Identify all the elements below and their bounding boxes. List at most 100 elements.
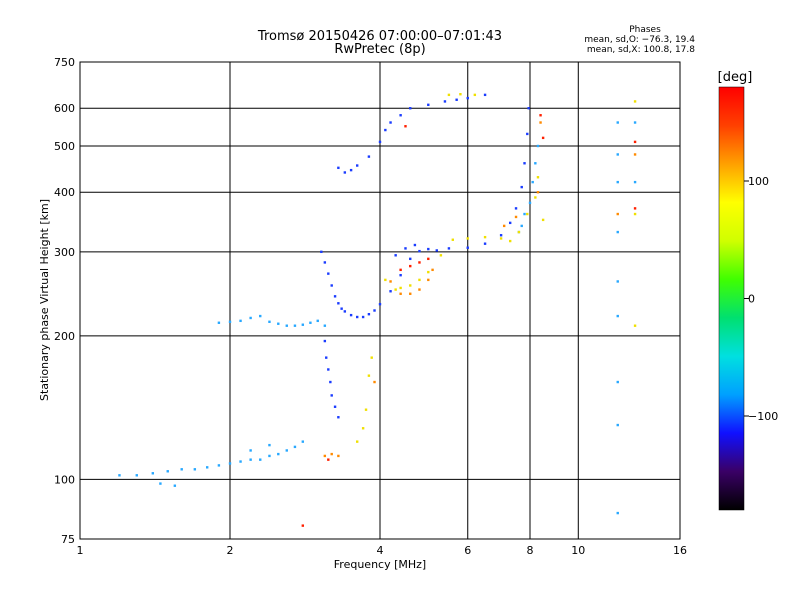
data-point <box>384 128 387 132</box>
x-tick-label: 8 <box>527 544 534 557</box>
data-point <box>239 460 242 463</box>
colorbar-label: [deg] <box>718 70 753 85</box>
data-point <box>309 321 312 324</box>
data-point <box>361 315 365 319</box>
data-point <box>502 224 506 228</box>
data-points <box>118 93 637 527</box>
data-point <box>378 302 382 306</box>
data-point <box>520 185 523 189</box>
data-point <box>427 257 430 261</box>
data-point <box>455 98 458 101</box>
data-point <box>333 405 337 408</box>
data-point <box>531 180 534 184</box>
data-point <box>633 212 637 216</box>
data-point <box>499 234 503 237</box>
data-point <box>616 230 619 234</box>
data-point <box>616 423 619 427</box>
data-point <box>367 312 371 316</box>
data-point <box>409 284 412 287</box>
data-point <box>355 440 359 443</box>
data-point <box>539 121 542 124</box>
data-point <box>249 316 252 320</box>
data-point <box>413 243 417 247</box>
x-tick-label: 4 <box>377 544 384 557</box>
data-point <box>526 132 529 136</box>
data-point <box>616 280 619 283</box>
data-point <box>399 114 402 117</box>
data-point <box>508 239 512 243</box>
data-point <box>427 247 430 251</box>
data-point <box>427 278 430 282</box>
data-point <box>633 180 637 184</box>
y-tick-label: 75 <box>61 533 75 546</box>
data-point <box>459 93 462 96</box>
data-point <box>228 462 232 465</box>
data-point <box>616 180 619 184</box>
data-point <box>361 427 365 430</box>
data-point <box>633 140 637 144</box>
data-point <box>173 484 177 487</box>
data-point <box>536 191 540 194</box>
data-point <box>466 237 469 240</box>
data-point <box>159 482 162 485</box>
y-tick-label: 600 <box>54 102 75 115</box>
data-point <box>451 238 455 241</box>
data-point <box>431 268 434 272</box>
data-point <box>404 125 407 128</box>
data-point <box>616 121 619 124</box>
data-point <box>301 323 305 326</box>
phases-mean-o: mean, sd,O: −76.3, 19.4 <box>584 35 695 45</box>
data-point <box>323 339 327 343</box>
phases-mean-x: mean, sd,X: 100.8, 17.8 <box>587 45 695 55</box>
data-point <box>343 171 347 174</box>
data-point <box>473 93 477 97</box>
data-point <box>337 454 340 458</box>
data-point <box>217 321 221 324</box>
data-point <box>293 445 297 449</box>
data-point <box>439 254 443 257</box>
x-tick-label: 6 <box>464 544 471 557</box>
data-point <box>534 196 537 199</box>
data-point <box>320 250 323 254</box>
chart-subtitle: RwPretec (8p) <box>334 42 425 57</box>
data-point <box>541 218 545 222</box>
data-point <box>447 93 451 97</box>
data-point <box>514 207 518 210</box>
data-point <box>418 261 421 264</box>
data-point <box>330 284 333 287</box>
data-point <box>301 440 305 443</box>
data-point <box>616 314 619 318</box>
grid-lines <box>80 62 680 539</box>
data-point <box>616 212 619 216</box>
data-point <box>259 458 262 461</box>
data-point <box>135 474 138 477</box>
data-point <box>378 140 382 144</box>
data-point <box>277 322 280 325</box>
data-point <box>404 247 407 250</box>
data-point <box>316 319 319 323</box>
data-point <box>327 458 330 461</box>
data-point <box>536 176 540 179</box>
data-point <box>633 100 637 103</box>
y-tick-label: 300 <box>54 246 75 259</box>
data-point <box>217 464 221 467</box>
colorbar <box>718 86 745 511</box>
data-point <box>633 121 637 124</box>
data-point <box>394 254 397 257</box>
data-point <box>193 468 197 471</box>
data-point <box>268 454 271 458</box>
data-point <box>364 408 368 411</box>
data-point <box>418 249 421 253</box>
data-point <box>389 280 392 283</box>
y-tick-label: 200 <box>54 330 75 343</box>
data-point <box>249 449 252 452</box>
data-point <box>151 472 155 475</box>
data-point <box>528 201 532 205</box>
data-point <box>418 278 421 282</box>
data-point <box>268 320 271 323</box>
data-point <box>499 237 503 240</box>
data-point <box>520 224 523 228</box>
data-point <box>399 286 402 290</box>
data-point <box>447 247 451 250</box>
data-point <box>340 307 343 310</box>
